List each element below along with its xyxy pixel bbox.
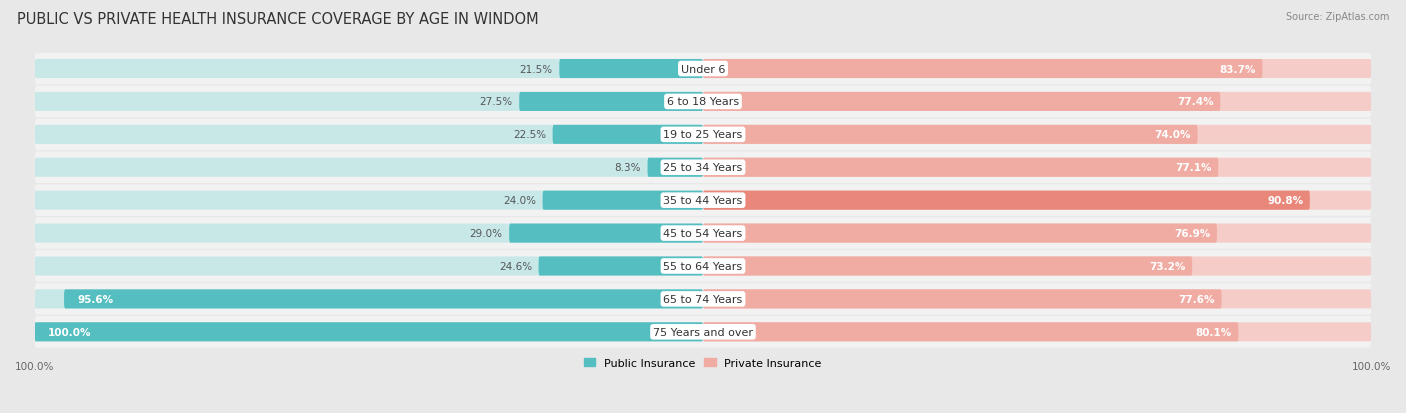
FancyBboxPatch shape — [35, 316, 1371, 348]
Text: 65 to 74 Years: 65 to 74 Years — [664, 294, 742, 304]
Text: Source: ZipAtlas.com: Source: ZipAtlas.com — [1285, 12, 1389, 22]
FancyBboxPatch shape — [703, 93, 1220, 112]
Text: 80.1%: 80.1% — [1195, 327, 1232, 337]
Text: 25 to 34 Years: 25 to 34 Years — [664, 163, 742, 173]
FancyBboxPatch shape — [35, 218, 1371, 249]
FancyBboxPatch shape — [560, 60, 703, 79]
Text: 35 to 44 Years: 35 to 44 Years — [664, 196, 742, 206]
Text: 27.5%: 27.5% — [479, 97, 513, 107]
Text: 95.6%: 95.6% — [77, 294, 114, 304]
FancyBboxPatch shape — [703, 60, 1263, 79]
FancyBboxPatch shape — [703, 257, 1192, 276]
FancyBboxPatch shape — [35, 251, 1371, 282]
FancyBboxPatch shape — [703, 224, 1218, 243]
Text: 6 to 18 Years: 6 to 18 Years — [666, 97, 740, 107]
FancyBboxPatch shape — [703, 290, 1222, 309]
FancyBboxPatch shape — [35, 86, 1371, 118]
FancyBboxPatch shape — [35, 283, 1371, 315]
FancyBboxPatch shape — [35, 224, 703, 243]
Text: 22.5%: 22.5% — [513, 130, 546, 140]
FancyBboxPatch shape — [35, 119, 1371, 151]
FancyBboxPatch shape — [648, 158, 703, 177]
Text: 8.3%: 8.3% — [614, 163, 641, 173]
Text: 77.6%: 77.6% — [1178, 294, 1215, 304]
Legend: Public Insurance, Private Insurance: Public Insurance, Private Insurance — [579, 353, 827, 372]
FancyBboxPatch shape — [35, 185, 1371, 216]
FancyBboxPatch shape — [35, 191, 703, 210]
FancyBboxPatch shape — [35, 152, 1371, 184]
FancyBboxPatch shape — [703, 93, 1371, 112]
FancyBboxPatch shape — [35, 323, 703, 342]
FancyBboxPatch shape — [35, 158, 703, 177]
FancyBboxPatch shape — [703, 126, 1371, 145]
Text: 73.2%: 73.2% — [1149, 261, 1185, 271]
FancyBboxPatch shape — [35, 126, 703, 145]
Text: 77.1%: 77.1% — [1175, 163, 1212, 173]
FancyBboxPatch shape — [703, 224, 1371, 243]
FancyBboxPatch shape — [703, 323, 1239, 342]
FancyBboxPatch shape — [703, 191, 1310, 210]
FancyBboxPatch shape — [543, 191, 703, 210]
FancyBboxPatch shape — [703, 158, 1218, 177]
FancyBboxPatch shape — [35, 257, 703, 276]
Text: 55 to 64 Years: 55 to 64 Years — [664, 261, 742, 271]
Text: 90.8%: 90.8% — [1267, 196, 1303, 206]
FancyBboxPatch shape — [553, 126, 703, 145]
Text: PUBLIC VS PRIVATE HEALTH INSURANCE COVERAGE BY AGE IN WINDOM: PUBLIC VS PRIVATE HEALTH INSURANCE COVER… — [17, 12, 538, 27]
Text: 100.0%: 100.0% — [48, 327, 91, 337]
FancyBboxPatch shape — [703, 290, 1371, 309]
Text: Under 6: Under 6 — [681, 64, 725, 74]
FancyBboxPatch shape — [703, 60, 1371, 79]
FancyBboxPatch shape — [703, 191, 1371, 210]
Text: 21.5%: 21.5% — [519, 64, 553, 74]
FancyBboxPatch shape — [65, 290, 703, 309]
Text: 24.0%: 24.0% — [503, 196, 536, 206]
FancyBboxPatch shape — [703, 158, 1371, 177]
FancyBboxPatch shape — [35, 93, 703, 112]
Text: 75 Years and over: 75 Years and over — [652, 327, 754, 337]
FancyBboxPatch shape — [35, 60, 703, 79]
FancyBboxPatch shape — [519, 93, 703, 112]
Text: 77.4%: 77.4% — [1177, 97, 1213, 107]
FancyBboxPatch shape — [35, 323, 703, 342]
FancyBboxPatch shape — [35, 54, 1371, 85]
Text: 29.0%: 29.0% — [470, 228, 502, 238]
FancyBboxPatch shape — [703, 257, 1371, 276]
FancyBboxPatch shape — [538, 257, 703, 276]
Text: 83.7%: 83.7% — [1219, 64, 1256, 74]
Text: 76.9%: 76.9% — [1174, 228, 1211, 238]
Text: 24.6%: 24.6% — [499, 261, 531, 271]
Text: 74.0%: 74.0% — [1154, 130, 1191, 140]
Text: 45 to 54 Years: 45 to 54 Years — [664, 228, 742, 238]
FancyBboxPatch shape — [35, 290, 703, 309]
FancyBboxPatch shape — [703, 323, 1371, 342]
FancyBboxPatch shape — [703, 126, 1198, 145]
Text: 19 to 25 Years: 19 to 25 Years — [664, 130, 742, 140]
FancyBboxPatch shape — [509, 224, 703, 243]
